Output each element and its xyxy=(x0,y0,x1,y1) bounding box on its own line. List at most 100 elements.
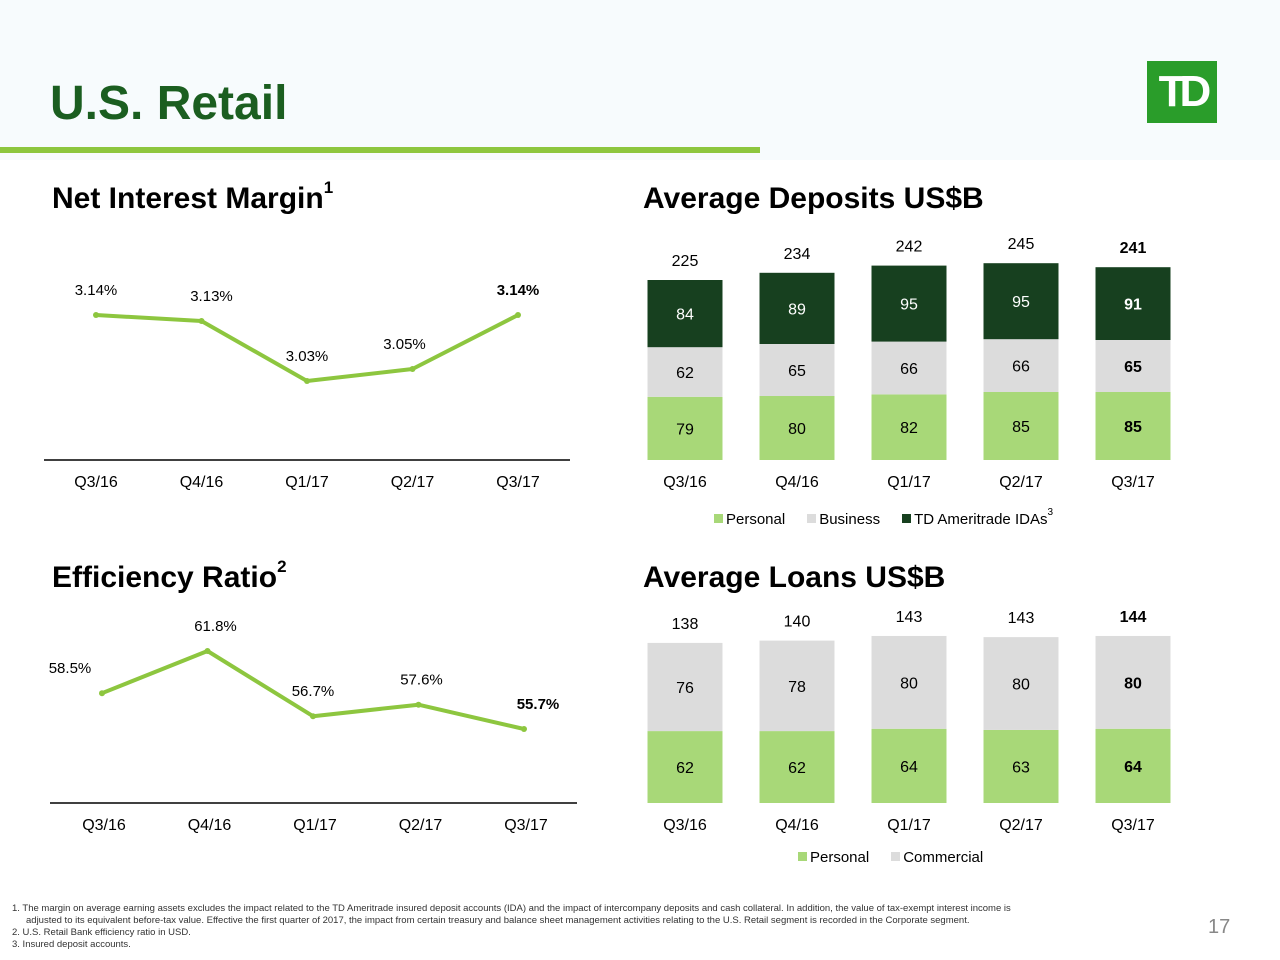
deposits-bar-business xyxy=(759,344,835,396)
deposits-bar-value-label: 79 xyxy=(676,421,694,438)
deposits-total-label: 242 xyxy=(896,239,923,256)
loans-total-label: 144 xyxy=(1120,609,1147,626)
deposits-bar-td-ameritrade-idas xyxy=(759,272,835,344)
loans-bar-personal xyxy=(983,729,1059,803)
loans-bar-personal xyxy=(759,731,835,803)
efficiency-point xyxy=(415,701,422,708)
nim-title-text: Net Interest Margin xyxy=(52,182,324,215)
loans-bar-value-label: 64 xyxy=(900,759,918,776)
efficiency-tick-label: Q2/17 xyxy=(399,817,443,834)
deposits-bar-value-label: 62 xyxy=(676,365,694,382)
deposits-bar-value-label: 66 xyxy=(1012,359,1030,376)
loans-title-text: Average Loans US$B xyxy=(643,561,946,594)
deposits-bar-value-label: 89 xyxy=(788,301,806,318)
nim-data-label: 3.05% xyxy=(383,336,426,353)
loans-bar-commercial xyxy=(1095,635,1171,729)
deposits-bar-personal xyxy=(871,394,947,460)
legend-loans-personal: Personal xyxy=(798,849,869,866)
nim-title: Net Interest Margin1 xyxy=(52,178,333,216)
legend-loans-personal-swatch xyxy=(798,852,807,861)
nim-tick-label: Q1/17 xyxy=(285,474,329,491)
deposits-bar-value-label: 95 xyxy=(1012,294,1030,311)
efficiency-title-text: Efficiency Ratio xyxy=(52,561,278,594)
legend-business: Business xyxy=(807,511,880,528)
efficiency-data-label: 57.6% xyxy=(400,672,443,689)
deposits-bar-td-ameritrade-idas xyxy=(647,280,723,348)
deposits-bar-value-label: 66 xyxy=(900,361,918,378)
loans-tick-label: Q2/17 xyxy=(999,817,1043,834)
deposits-bar-td-ameritrade-idas xyxy=(871,265,947,342)
deposits-bar-value-label: 95 xyxy=(900,297,918,314)
footnotes: 1. The margin on average earning assets … xyxy=(12,903,1162,951)
td-logo-text: TD xyxy=(1158,67,1212,116)
deposits-bar-business xyxy=(1095,340,1171,392)
nim-tick-label: Q3/17 xyxy=(496,474,540,491)
efficiency-title-footnote: 2 xyxy=(277,557,287,576)
deposits-bar-personal xyxy=(983,392,1059,460)
deposits-bar-value-label: 84 xyxy=(676,307,694,324)
deposits-total-label: 245 xyxy=(1008,236,1035,253)
loans-bar-value-label: 62 xyxy=(788,760,806,777)
efficiency-tick-label: Q3/17 xyxy=(504,817,548,834)
legend-ameritrade-footnote: 3 xyxy=(1047,507,1054,518)
loans-legend: Personal Commercial xyxy=(798,849,983,866)
deposits-bar-personal xyxy=(759,396,835,460)
loans-bar-commercial xyxy=(871,635,947,729)
efficiency-data-label: 61.8% xyxy=(194,618,237,635)
loans-bar-value-label: 64 xyxy=(1124,759,1142,776)
efficiency-data-label: 56.7% xyxy=(292,683,335,700)
legend-personal-swatch xyxy=(714,514,723,523)
deposits-total-label: 241 xyxy=(1120,240,1147,257)
loans-total-label: 143 xyxy=(1008,610,1035,627)
footnote-2: 2. U.S. Retail Bank efficiency ratio in … xyxy=(12,927,191,938)
loans-bar-commercial xyxy=(983,637,1059,730)
legend-loans-commercial: Commercial xyxy=(891,849,983,866)
nim-point xyxy=(304,378,310,384)
nim-tick-label: Q3/16 xyxy=(74,474,118,491)
loans-bar-value-label: 62 xyxy=(676,760,694,777)
legend-loans-commercial-swatch xyxy=(891,852,901,861)
deposits-bar-value-label: 85 xyxy=(1012,419,1030,436)
efficiency-point xyxy=(204,648,211,654)
title-underline xyxy=(0,147,760,153)
legend-ameritrade-swatch xyxy=(902,514,912,523)
deposits-tick-label: Q3/17 xyxy=(1111,474,1155,491)
deposits-bar-value-label: 85 xyxy=(1124,419,1142,436)
loans-tick-label: Q3/16 xyxy=(663,817,707,834)
loans-total-label: 143 xyxy=(896,609,923,626)
loans-tick-label: Q1/17 xyxy=(887,817,931,834)
deposits-bar-business xyxy=(871,341,947,395)
legend-personal-label: Personal xyxy=(726,511,786,528)
deposits-bar-td-ameritrade-idas xyxy=(1095,267,1171,340)
deposits-bar-value-label: 65 xyxy=(1124,359,1142,376)
td-logo: TD xyxy=(1147,61,1217,123)
nim-title-footnote: 1 xyxy=(323,178,334,197)
loans-bar-commercial xyxy=(759,640,835,732)
deposits-bar-td-ameritrade-idas xyxy=(983,263,1059,340)
deposits-bar-business xyxy=(983,339,1059,392)
deposits-tick-label: Q2/17 xyxy=(999,474,1043,491)
legend-loans-commercial-label: Commercial xyxy=(903,849,984,866)
efficiency-point xyxy=(99,690,105,697)
deposits-legend: Personal Business TD Ameritrade IDAs3 xyxy=(714,507,1054,528)
loans-bar-personal xyxy=(871,728,947,803)
deposits-bar-value-label: 82 xyxy=(900,420,918,437)
efficiency-tick-label: Q4/16 xyxy=(188,817,232,834)
loans-total-label: 140 xyxy=(784,614,811,631)
deposits-bar-personal xyxy=(647,396,723,460)
loans-bar-value-label: 80 xyxy=(1012,677,1030,694)
loans-tick-label: Q4/16 xyxy=(775,817,819,834)
nim-point xyxy=(409,366,416,372)
legend-ameritrade: TD Ameritrade IDAs3 xyxy=(902,507,1054,528)
efficiency-point xyxy=(521,726,527,732)
loans-bar-personal xyxy=(1095,728,1171,803)
loans-bar-value-label: 78 xyxy=(788,679,806,696)
legend-personal: Personal xyxy=(714,511,785,528)
page-number: 17 xyxy=(1208,916,1231,938)
nim-point xyxy=(198,318,205,324)
legend-loans-personal-label: Personal xyxy=(810,849,870,866)
efficiency-data-label: 55.7% xyxy=(517,696,560,713)
header-band xyxy=(0,0,1280,160)
footnote-1: 1. The margin on average earning assets … xyxy=(12,903,1011,914)
deposits-tick-label: Q4/16 xyxy=(775,474,819,491)
